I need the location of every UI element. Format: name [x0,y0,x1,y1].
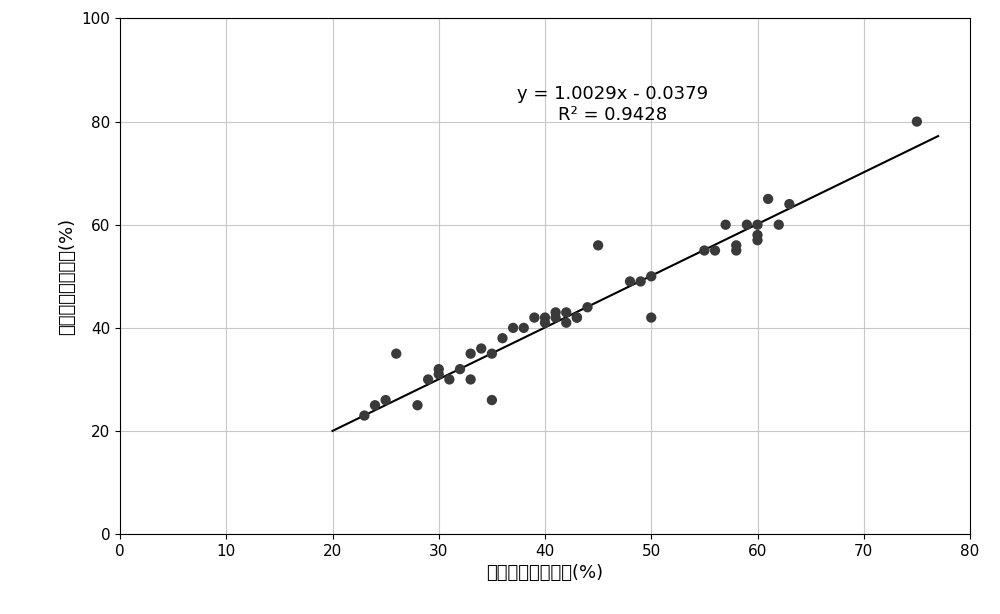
Point [728,241,744,251]
Point [750,235,766,245]
Point [643,313,659,322]
Point [909,117,925,126]
Point [707,246,723,255]
Point [537,318,553,328]
Point [739,220,755,230]
Point [473,344,489,354]
X-axis label: 计算束缚水饱和度(%): 计算束缚水饱和度(%) [486,564,604,583]
Point [420,375,436,384]
Point [580,302,596,312]
Point [622,276,638,286]
Point [750,220,766,230]
Point [495,333,511,343]
Point [441,375,457,384]
Point [590,241,606,251]
Point [516,323,532,333]
Point [463,349,479,359]
Point [750,230,766,240]
Point [505,323,521,333]
Point [771,220,787,230]
Point [548,313,564,322]
Point [558,318,574,328]
Point [760,194,776,204]
Point [696,246,712,255]
Point [388,349,404,359]
Point [378,395,394,405]
Point [484,349,500,359]
Point [537,313,553,322]
Point [410,400,426,410]
Point [526,313,542,322]
Point [463,375,479,384]
Point [569,313,585,322]
Text: y = 1.0029x - 0.0379
R² = 0.9428: y = 1.0029x - 0.0379 R² = 0.9428 [517,85,709,124]
Point [548,308,564,317]
Point [431,364,447,374]
Point [569,313,585,322]
Point [633,276,649,286]
Point [718,220,734,230]
Point [643,271,659,281]
Point [452,364,468,374]
Point [558,308,574,317]
Point [367,400,383,410]
Y-axis label: 分析束缚水饱和度(%): 分析束缚水饱和度(%) [58,218,76,335]
Point [781,199,797,209]
Point [356,411,372,421]
Point [484,395,500,405]
Point [431,370,447,379]
Point [728,246,744,255]
